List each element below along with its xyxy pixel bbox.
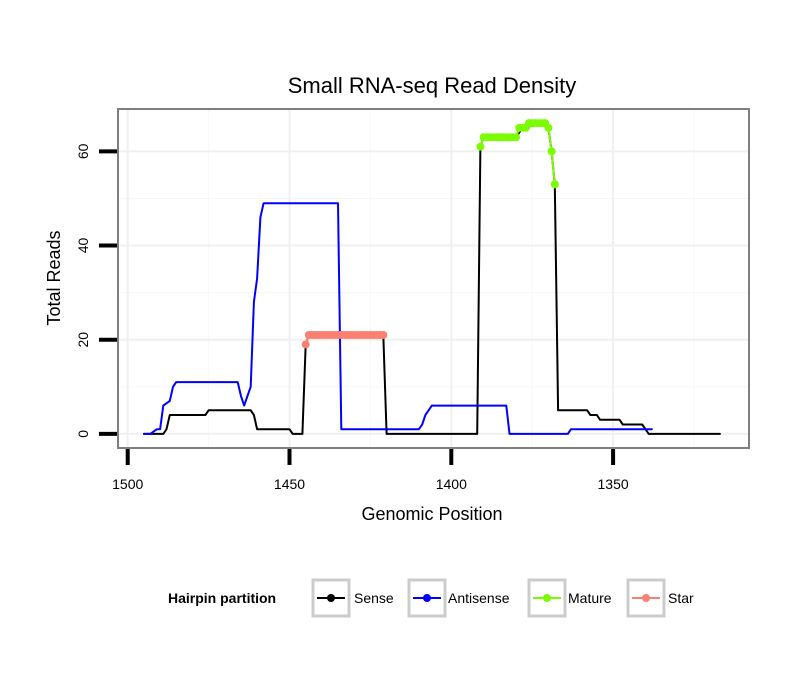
data-point-mature xyxy=(547,147,556,156)
data-point-mature xyxy=(550,180,559,189)
legend-label-mature: Mature xyxy=(568,590,612,606)
legend-point-mature xyxy=(543,594,551,602)
x-tick-label: 1350 xyxy=(598,476,629,492)
series-layer xyxy=(142,119,721,435)
y-tick-label: 0 xyxy=(75,430,91,438)
y-tick-label: 40 xyxy=(75,238,91,254)
series-antisense xyxy=(142,202,653,435)
y-tick-label: 60 xyxy=(75,143,91,159)
legend-point-antisense xyxy=(423,594,431,602)
data-point-mature xyxy=(544,123,553,132)
legend-label-sense: Sense xyxy=(354,590,394,606)
data-point-star xyxy=(301,340,310,349)
series-star xyxy=(301,331,388,349)
legend-label-star: Star xyxy=(668,590,694,606)
x-tick-label: 1450 xyxy=(274,476,305,492)
data-point-mature xyxy=(512,133,521,142)
plot-panel-border xyxy=(117,108,750,449)
legend-label-antisense: Antisense xyxy=(448,590,510,606)
legend-item-star: Star xyxy=(626,578,694,618)
chart-title: Small RNA-seq Read Density xyxy=(288,73,577,98)
series-line-antisense xyxy=(142,202,653,435)
grid xyxy=(118,109,749,448)
legend-item-sense: Sense xyxy=(311,578,394,618)
x-axis-label: Genomic Position xyxy=(361,504,502,524)
y-axis-label: Total Reads xyxy=(44,230,64,325)
x-tick-label: 1400 xyxy=(436,476,467,492)
axes: 1500 1450 1400 1350 0 20 40 60 xyxy=(75,143,629,492)
series-mature xyxy=(476,119,559,189)
legend-item-mature: Mature xyxy=(527,578,612,618)
data-point-mature xyxy=(476,142,485,151)
legend-point-sense xyxy=(327,594,335,602)
legend-item-antisense: Antisense xyxy=(407,578,510,618)
data-point-star xyxy=(379,331,388,339)
legend-title: Hairpin partition xyxy=(168,590,276,606)
y-tick-label: 20 xyxy=(75,332,91,348)
series-line-mature xyxy=(479,122,556,186)
legend: Hairpin partition Sense Antisense Mature St… xyxy=(168,578,694,618)
legend-point-star xyxy=(642,594,650,602)
x-tick-label: 1500 xyxy=(112,476,143,492)
